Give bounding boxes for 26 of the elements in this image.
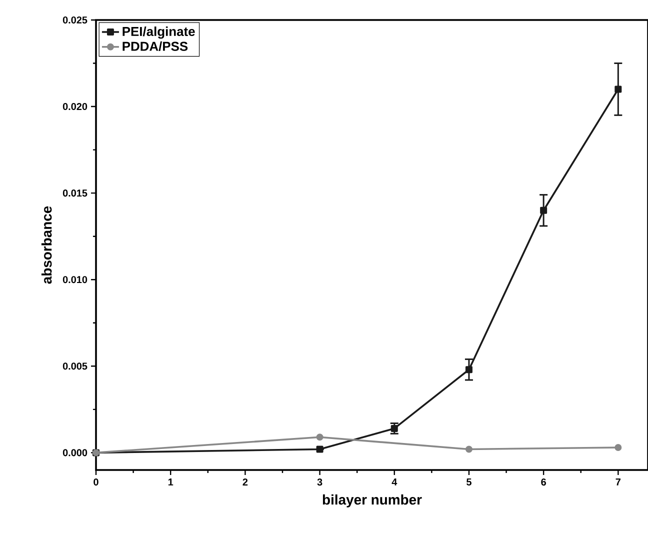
point (614, 444, 622, 451)
x-tick-label: 1 (168, 478, 174, 486)
y-axis-title: absorbance (41, 206, 52, 284)
point (465, 366, 472, 374)
x-tick-label: 3 (317, 478, 322, 486)
legend-label: PDDA/PSS (122, 41, 188, 52)
x-axis-title: bilayer number (322, 494, 422, 508)
x-tick-label: 2 (242, 478, 248, 486)
y-tick-label: 0.000 (62, 449, 88, 456)
y-tick-label: 0.020 (62, 103, 88, 110)
point (540, 206, 548, 214)
y-tick-label: 0.025 (62, 16, 88, 24)
x-tick-label: 5 (466, 478, 472, 486)
x-tick-label: 4 (392, 478, 398, 486)
y-tick-label: 0.015 (62, 190, 88, 197)
legend-label: PEI/alginate (122, 26, 195, 39)
x-tick-label: 7 (616, 478, 620, 486)
point (614, 86, 622, 93)
point (316, 434, 324, 441)
point (390, 424, 398, 432)
point (316, 446, 324, 453)
point (465, 446, 472, 453)
y-tick-label: 0.005 (62, 362, 88, 370)
x-tick-label: 0 (94, 478, 98, 486)
x-tick-label: 6 (541, 478, 546, 486)
y-tick-label: 0.010 (62, 276, 88, 284)
